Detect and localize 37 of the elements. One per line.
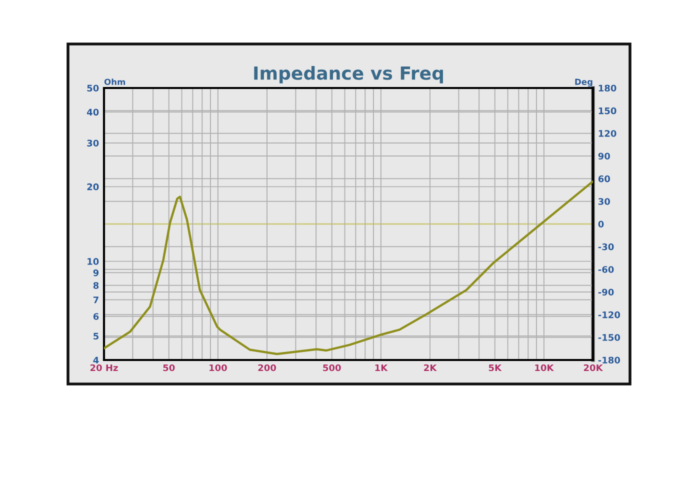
y2-tick-label: 180 (598, 84, 616, 92)
y-tick-label: 5 (94, 332, 99, 340)
x-tick-label: 2K (424, 364, 437, 372)
y-tick-label: 30 (87, 140, 99, 147)
x-tick-label: 5K (488, 364, 502, 372)
y2-axis-title: Deg (575, 78, 592, 87)
x-tick-label: 200 (258, 364, 276, 372)
x-tick-label: 20K (584, 364, 604, 372)
x-tick-label: 20 Hz (90, 364, 118, 372)
y-tick-label: 40 (86, 108, 99, 116)
y-tick-label: 20 (87, 183, 99, 190)
y2-tick-label: -180 (598, 356, 620, 364)
y2-tick-label: -30 (598, 243, 614, 250)
x-tick-label: 1K (375, 364, 388, 372)
y2-tick-label: -150 (598, 334, 620, 341)
y2-tick-label: -60 (598, 266, 614, 273)
y-tick-label: 8 (93, 282, 99, 289)
x-tick-label: 50 (163, 364, 175, 372)
x-tick-label: 10K (535, 364, 554, 372)
y-tick-label: 9 (93, 269, 99, 276)
y-tick-label: 7 (93, 296, 98, 304)
y2-tick-label: -120 (598, 311, 620, 318)
y2-tick-label: 120 (598, 130, 616, 137)
y-tick-label: 4 (93, 356, 99, 364)
y-tick-label: 50 (87, 84, 99, 92)
y2-tick-label: 60 (598, 175, 610, 182)
x-tick-label: 100 (210, 364, 227, 372)
y2-tick-label: -90 (598, 288, 614, 296)
y2-tick-label: 30 (598, 198, 610, 205)
y-tick-label: 10 (88, 258, 99, 265)
y2-tick-label: 90 (598, 152, 610, 160)
chart-title: Impedance vs Freq (254, 66, 443, 84)
x-tick-label: 500 (323, 364, 341, 372)
y2-tick-label: 150 (598, 107, 616, 114)
y2-tick-label: 0 (598, 220, 604, 228)
y-axis-title: Ohm (104, 78, 126, 86)
y-tick-label: 6 (93, 313, 99, 320)
